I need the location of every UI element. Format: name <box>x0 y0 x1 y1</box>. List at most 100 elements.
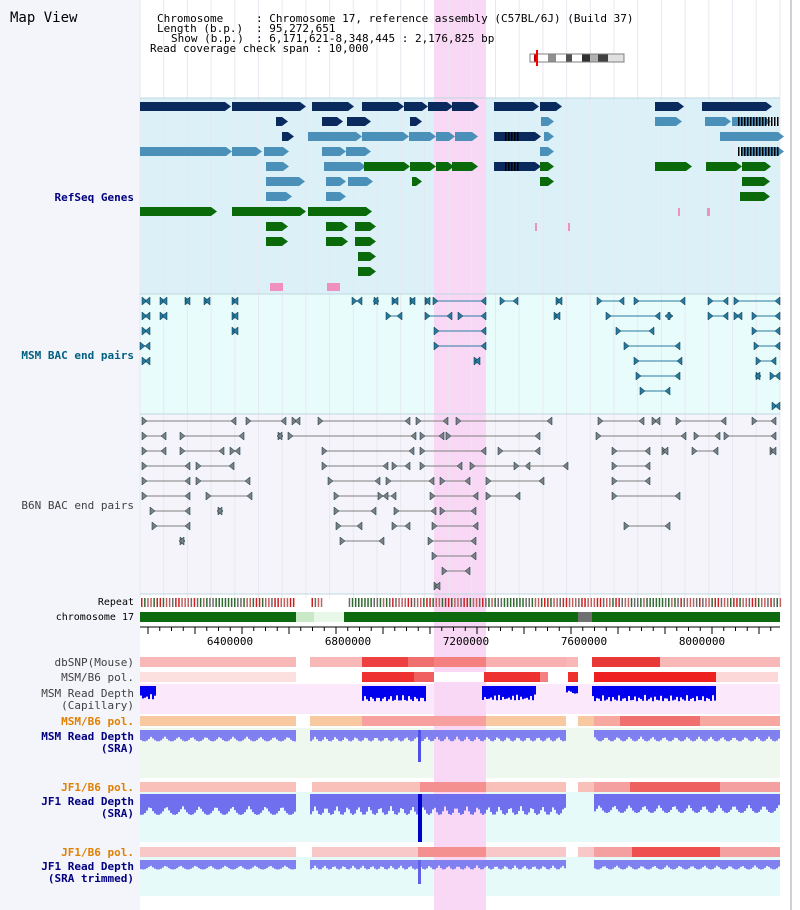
read-depth-bar <box>290 794 292 815</box>
bac-end-marker <box>499 296 506 306</box>
msm-b6-pol-sra-label[interactable]: MSM/B6 pol. <box>61 715 134 728</box>
read-depth-bar <box>462 860 464 870</box>
msm-sra-depth-label[interactable]: MSM Read Depth <box>41 730 134 743</box>
read-depth-bar <box>254 794 256 815</box>
read-depth-bar <box>386 860 388 870</box>
read-depth-bar <box>688 686 690 701</box>
read-depth-bar <box>556 794 558 814</box>
repeat-element <box>640 598 642 607</box>
read-depth-bar <box>522 686 524 700</box>
read-depth-bar <box>538 730 540 738</box>
bac-end-marker <box>534 446 541 456</box>
read-depth-bar <box>288 730 290 738</box>
read-depth-bar <box>510 730 512 741</box>
read-depth-bar <box>752 730 754 742</box>
read-depth-bar <box>422 860 424 869</box>
read-depth-bar <box>400 794 402 809</box>
msm-cap-depth-label[interactable]: MSM Read Depth <box>41 687 134 700</box>
read-depth-bar <box>212 794 214 811</box>
read-depth-bar <box>228 860 230 869</box>
repeat-element <box>705 598 707 607</box>
bac-end-marker <box>141 416 148 426</box>
read-depth-bar <box>742 794 744 813</box>
repeat-element <box>478 598 481 607</box>
read-depth-bar <box>694 730 696 741</box>
repeat-element <box>432 598 434 607</box>
repeat-element <box>720 598 723 607</box>
read-depth-bar <box>420 686 422 698</box>
read-depth-bar <box>294 730 296 742</box>
read-depth-bar <box>448 730 450 740</box>
refseq-genes-label[interactable]: RefSeq Genes <box>54 191 134 204</box>
read-depth-bar <box>386 794 388 815</box>
read-depth-bar <box>166 860 168 867</box>
read-depth-bar <box>144 794 146 814</box>
read-depth-bar <box>712 730 714 740</box>
read-depth-bar <box>662 730 664 739</box>
read-depth-bar <box>280 794 282 808</box>
bac-end-marker <box>474 356 481 366</box>
gene-strand-arrow <box>449 132 455 141</box>
read-depth-bar <box>526 794 528 815</box>
read-depth-bar <box>610 686 612 702</box>
repeat-element <box>525 598 527 607</box>
read-depth-bar <box>150 730 152 737</box>
read-depth-bar <box>494 794 496 815</box>
read-depth-bar <box>268 860 270 867</box>
read-depth-bar <box>406 860 408 870</box>
read-depth-bar <box>282 730 284 741</box>
dbsnp-label[interactable]: dbSNP(Mouse) <box>54 656 134 669</box>
read-depth-bar <box>654 686 656 697</box>
read-depth-bar <box>668 860 670 868</box>
read-depth-bar <box>644 794 646 807</box>
jf1-trim-depth-label[interactable]: JF1 Read Depth <box>41 860 134 873</box>
read-depth-bar <box>754 860 756 866</box>
jf1-b6-pol-label[interactable]: JF1/B6 pol. <box>61 781 134 794</box>
repeat-element <box>206 598 208 607</box>
bac-end-marker <box>141 461 148 471</box>
read-depth-bar <box>464 794 466 811</box>
axis-tick-label: 7200000 <box>443 635 489 648</box>
msm-bac-end-pairs-label[interactable]: MSM BAC end pairs <box>21 349 134 362</box>
read-depth-bar <box>330 860 332 869</box>
read-depth-bar <box>518 686 520 701</box>
read-depth-bar <box>704 860 706 866</box>
read-depth-bar <box>254 730 256 742</box>
msm-b6-pol-label[interactable]: MSM/B6 pol. <box>61 671 134 684</box>
bac-end-marker <box>141 311 148 321</box>
read-depth-bar <box>548 860 550 870</box>
refseq-gene <box>326 177 340 186</box>
repeat-element <box>754 598 757 607</box>
bac-end-marker <box>144 326 151 336</box>
read-depth-bar <box>320 794 322 815</box>
read-depth-bar <box>344 794 346 813</box>
read-depth-bar <box>454 794 456 809</box>
read-depth-bar <box>676 794 678 810</box>
read-depth-bar <box>642 686 644 701</box>
read-depth-bar <box>386 686 388 702</box>
repeat-element <box>646 598 648 607</box>
read-depth-bar <box>616 794 618 810</box>
repeat-element <box>711 598 713 607</box>
read-depth-bar <box>642 794 644 808</box>
read-depth-bar <box>638 686 640 698</box>
jf1-sra-depth-label[interactable]: JF1 Read Depth <box>41 795 134 808</box>
read-depth-bar <box>542 860 544 867</box>
refseq-gene <box>655 102 678 111</box>
read-depth-bar <box>656 794 658 809</box>
b6n-bac-end-pairs-label[interactable]: B6N BAC end pairs <box>21 499 134 512</box>
read-depth-bar <box>596 686 598 699</box>
repeat-element <box>633 598 636 607</box>
read-depth-bar <box>382 860 384 868</box>
read-depth-bar <box>412 860 414 869</box>
bac-end-marker <box>291 416 298 426</box>
repeat-element <box>689 598 692 607</box>
repeat-element <box>354 598 357 607</box>
jf1-b6-pol-2-label[interactable]: JF1/B6 pol. <box>61 846 134 859</box>
read-depth-bar <box>360 860 362 868</box>
read-depth-bar <box>184 794 186 810</box>
read-depth-bar <box>598 794 600 806</box>
read-depth-bar <box>478 730 480 740</box>
read-depth-bar <box>558 730 560 738</box>
